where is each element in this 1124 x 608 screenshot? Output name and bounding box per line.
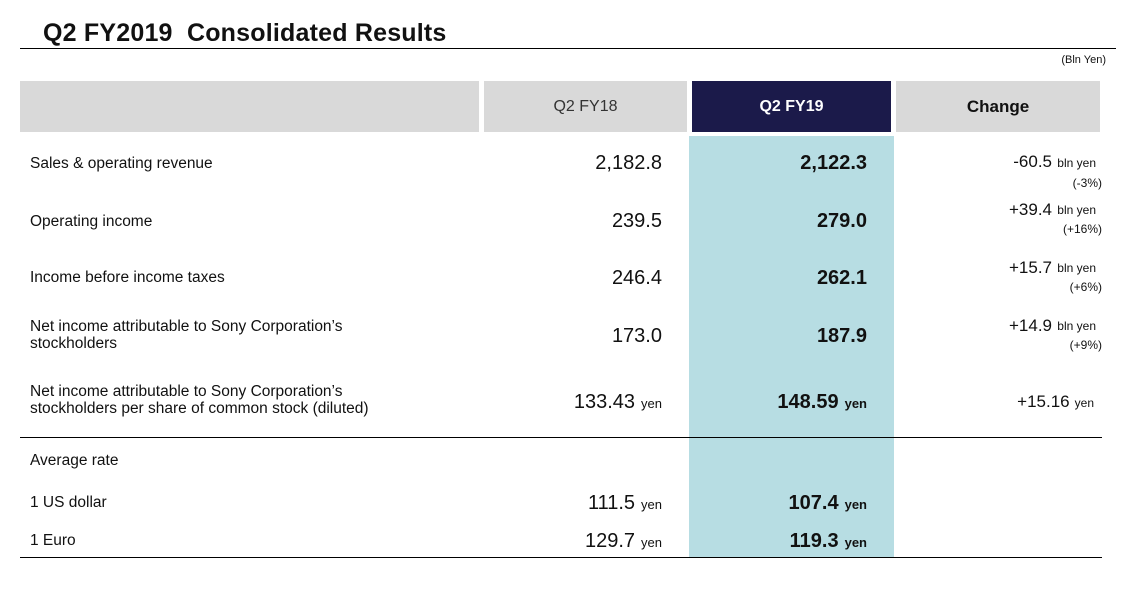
- change-value: +15.16: [1017, 392, 1070, 411]
- value-curr-usd: 107.4 yen: [789, 492, 867, 515]
- change-operating-income: +39.4: [1008, 200, 1052, 219]
- column-header-curr: Q2 FY19: [692, 81, 891, 132]
- value-curr-operating-income: 279.0: [816, 210, 867, 232]
- header-gap: [891, 81, 896, 132]
- value-prev-income-before-taxes: 246.4: [611, 267, 662, 289]
- value: 107.4: [788, 492, 839, 514]
- value: 148.59: [777, 391, 839, 413]
- row-label-line: Net income attributable to Sony Corporat…: [30, 383, 343, 400]
- change-value: -60.5: [1013, 152, 1052, 171]
- unit: yen: [844, 535, 867, 550]
- header-gap: [687, 81, 692, 132]
- page-title: Q2 FY2019 Consolidated Results: [43, 19, 447, 47]
- value-prev-eps: 133.43 yen: [574, 391, 662, 414]
- header-gap: [479, 81, 484, 132]
- row-label-sales: Sales & operating revenue: [30, 155, 213, 172]
- section-divider: [20, 437, 1102, 438]
- value-prev-net-income: 173.0: [611, 325, 662, 347]
- change-eps: +15.16 yen: [1017, 392, 1094, 412]
- change-sales: -60.5: [1013, 152, 1052, 172]
- unit-note: (Bln Yen): [1061, 54, 1106, 66]
- change-unit-sales: bln yen: [1057, 156, 1096, 170]
- section-label-average-rate: Average rate: [30, 452, 119, 469]
- row-label-eps: Net income attributable to Sony Corporat…: [30, 383, 369, 417]
- table-bottom-rule: [20, 557, 1102, 558]
- unit: yen: [844, 396, 867, 411]
- value-prev-sales: 2,182.8: [595, 152, 662, 174]
- row-label-line: stockholders: [30, 335, 118, 352]
- table-header-bar: [20, 81, 1100, 132]
- change-income-before-taxes: +15.7: [1008, 258, 1052, 277]
- change-unit: yen: [1074, 396, 1094, 410]
- unit: yen: [641, 396, 662, 411]
- value: 111.5: [587, 492, 636, 514]
- change-pct-net-income: (+9%): [1069, 338, 1102, 352]
- row-label-line: Net income attributable to Sony Corporat…: [30, 318, 343, 335]
- change-unit-net-income: bln yen: [1057, 319, 1096, 333]
- value-curr-sales: 2,122.3: [800, 152, 867, 174]
- column-header-prev: Q2 FY18: [553, 97, 618, 115]
- value-curr-eur: 119.3 yen: [790, 530, 867, 553]
- change-pct-income-before-taxes: (+6%): [1069, 280, 1102, 294]
- title-divider: [20, 48, 1116, 49]
- row-label-income-before-taxes: Income before income taxes: [30, 269, 225, 286]
- value-curr-eps: 148.59 yen: [777, 391, 867, 414]
- value-curr-income-before-taxes: 262.1: [816, 267, 867, 289]
- current-period-highlight: [689, 136, 894, 557]
- row-label-operating-income: Operating income: [30, 213, 153, 230]
- value: 119.3: [789, 530, 839, 552]
- unit: yen: [641, 497, 662, 512]
- value-curr-net-income: 187.9: [816, 325, 867, 347]
- unit: yen: [641, 535, 662, 550]
- unit: yen: [844, 497, 867, 512]
- row-label-line: stockholders per share of common stock (…: [30, 400, 369, 417]
- row-label-net-income: Net income attributable to Sony Corporat…: [30, 318, 342, 352]
- change-unit-income-before-taxes: bln yen: [1057, 261, 1096, 275]
- column-header-change: Change: [966, 96, 1030, 116]
- value-prev-operating-income: 239.5: [611, 210, 662, 232]
- change-unit-operating-income: bln yen: [1057, 203, 1096, 217]
- value-prev-usd: 111.5 yen: [588, 492, 662, 515]
- value: 129.7: [584, 530, 636, 552]
- change-pct-sales: (-3%): [1072, 176, 1102, 190]
- row-label-usd: 1 US dollar: [30, 494, 107, 511]
- value: 133.43: [573, 391, 636, 413]
- change-net-income: +14.9: [1008, 316, 1052, 335]
- change-pct-operating-income: (+16%): [1062, 222, 1102, 236]
- row-label-eur: 1 Euro: [30, 532, 76, 549]
- value-prev-eur: 129.7 yen: [585, 530, 662, 553]
